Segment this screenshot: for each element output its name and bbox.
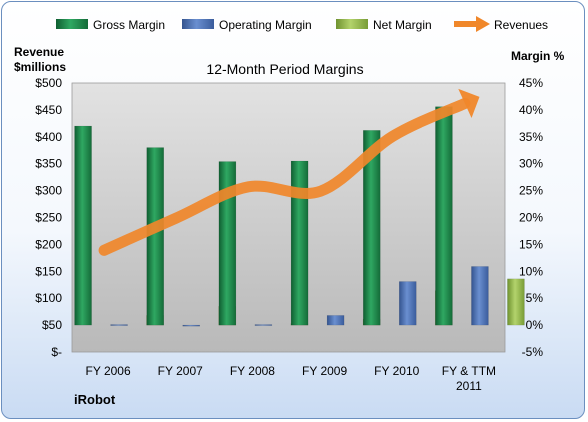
right-tick-label: 0% [526, 318, 544, 332]
left-tick-label: $400 [35, 130, 62, 144]
left-axis-ticks: $- $50 $100 $150 $200 $250 $300 $350 $400 $450 $50… [35, 76, 62, 359]
right-axis-title: Margin % [511, 49, 565, 63]
bar-net-margin [507, 278, 525, 326]
right-tick-label: -5% [522, 345, 544, 359]
bar-operating-margin [110, 324, 128, 326]
bar-gross-margin [146, 147, 164, 326]
left-tick-label: $200 [35, 237, 62, 251]
left-tick-label: $50 [42, 318, 62, 332]
left-tick-label: $- [51, 345, 62, 359]
revenue-trend [98, 88, 480, 256]
left-tick-label: $150 [35, 264, 62, 278]
right-axis-ticks: -5% 0% 5% 10% 15% 20% 25% 30% 35% 40% 45% [519, 76, 543, 359]
legend-item-net-margin: Net Margin [336, 18, 432, 32]
right-tick-label: 20% [519, 211, 543, 225]
chart-title: 12-Month Period Margins [206, 61, 363, 77]
margins-chart: Gross Margin Operating Margin Net Margin… [14, 16, 565, 407]
right-tick-label: 30% [519, 157, 543, 171]
bar-gross-margin [363, 130, 381, 326]
left-tick-label: $250 [35, 211, 62, 225]
category-labels: FY 2006 FY 2007 FY 2008 FY 2009 FY 2010 FY & … [86, 364, 497, 393]
bar-operating-margin [471, 266, 489, 326]
bar-gross-margin [74, 125, 92, 326]
bar-operating-margin [326, 315, 345, 326]
left-tick-label: $500 [35, 76, 62, 90]
bar-operating-margin [254, 324, 273, 326]
legend-arrowhead-revenues [476, 16, 490, 32]
left-tick-label: $350 [35, 157, 62, 171]
right-tick-label: 5% [526, 291, 544, 305]
revenue-line [98, 97, 471, 256]
plot-area [71, 82, 506, 353]
right-tick-label: 35% [519, 130, 543, 144]
category-label: FY 2010 [374, 364, 419, 378]
bar-gross-margin [218, 161, 237, 326]
right-tick-label: 15% [519, 237, 543, 251]
category-label: FY 2006 [86, 364, 131, 378]
legend-item-operating-margin: Operating Margin [182, 18, 312, 32]
left-tick-label: $100 [35, 291, 62, 305]
legend-label-net-margin: Net Margin [373, 18, 432, 32]
left-axis-title-line1: Revenue [14, 45, 64, 59]
category-label: FY 2009 [302, 364, 347, 378]
category-label: 2011 [456, 379, 482, 393]
category-label: FY & TTM [442, 364, 496, 378]
legend-label-gross-margin: Gross Margin [93, 18, 165, 32]
right-tick-label: 40% [519, 103, 543, 117]
left-tick-label: $300 [35, 184, 62, 198]
legend-swatch-net-margin [336, 19, 368, 29]
legend-item-revenues: Revenues [454, 16, 548, 32]
category-label: FY 2008 [230, 364, 275, 378]
bar-gross-margin [290, 160, 309, 326]
legend-item-gross-margin: Gross Margin [56, 18, 165, 32]
right-tick-label: 10% [519, 264, 543, 278]
bar-gross-margin [435, 106, 453, 326]
right-tick-label: 25% [519, 184, 543, 198]
revenue-arrowhead [458, 88, 480, 119]
left-axis-title-line2: $millions [14, 60, 66, 74]
right-tick-label: 45% [519, 76, 543, 90]
legend-label-revenues: Revenues [494, 18, 548, 32]
category-label: FY 2007 [158, 364, 203, 378]
company-label: iRobot [74, 392, 116, 407]
bar-operating-margin [182, 324, 200, 327]
legend: Gross Margin Operating Margin Net Margin… [56, 16, 548, 32]
legend-swatch-operating-margin [182, 19, 214, 29]
legend-label-operating-margin: Operating Margin [219, 18, 312, 32]
legend-swatch-gross-margin [56, 19, 88, 29]
bars [74, 106, 525, 327]
bar-operating-margin [399, 281, 417, 326]
left-tick-label: $450 [35, 103, 62, 117]
